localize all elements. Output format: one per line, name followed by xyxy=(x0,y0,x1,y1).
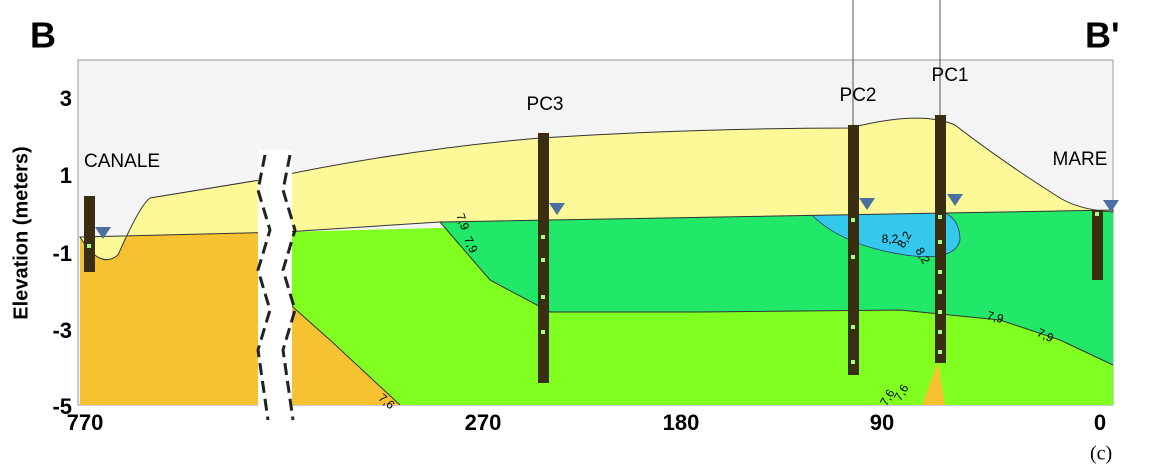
well-label: PC2 xyxy=(840,85,877,106)
well-label: PC1 xyxy=(932,65,969,86)
contour-label: 8,2 xyxy=(882,232,899,246)
well xyxy=(848,125,859,375)
y-tick-label: -3 xyxy=(52,318,72,343)
y-axis-title: Elevation (meters) xyxy=(10,146,32,319)
well-label: PC3 xyxy=(527,94,564,115)
well xyxy=(935,115,946,363)
x-tick-label: 180 xyxy=(663,410,700,435)
x-tick-label: 90 xyxy=(870,410,894,435)
well xyxy=(84,196,95,272)
section-start: B xyxy=(30,15,56,56)
y-tick-label: 3 xyxy=(60,86,72,111)
y-tick-label: 1 xyxy=(60,163,72,188)
cross-section: B B' Elevation (meters) (c) 31-1-3-57702… xyxy=(0,0,1152,472)
well-label: CANALE xyxy=(84,151,160,172)
well xyxy=(1092,210,1103,280)
well-label: MARE xyxy=(1053,149,1108,170)
x-tick-label: 0 xyxy=(1094,410,1106,435)
y-tick-label: -1 xyxy=(52,241,72,266)
x-tick-label: 770 xyxy=(67,410,104,435)
section-end: B' xyxy=(1085,15,1120,56)
x-tick-label: 270 xyxy=(465,410,502,435)
caption: (c) xyxy=(1090,443,1112,465)
